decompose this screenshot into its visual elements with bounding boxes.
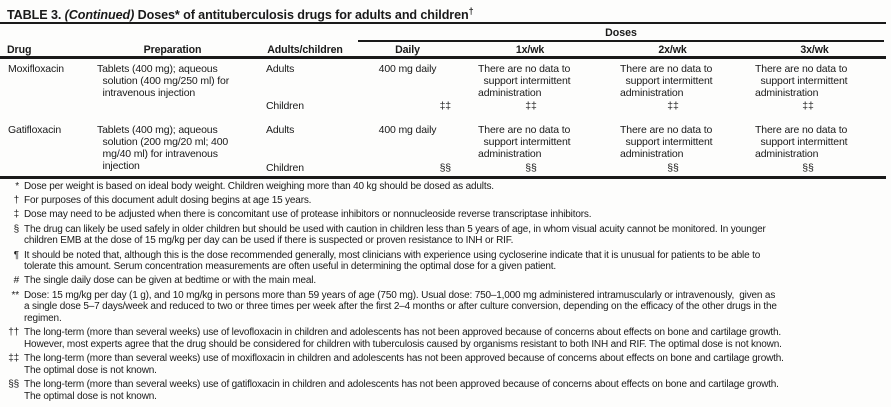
adults-label: Adults [266, 63, 295, 75]
table-title-continued: (Continued) [64, 8, 135, 23]
column-header-preparation: Preparation [143, 44, 202, 56]
footnote: †† The long-term (more than several weeks… [0, 327, 889, 350]
footnote-marker: * [15, 181, 19, 192]
footnote: † For purposes of this document adult dos… [0, 195, 889, 207]
footnote-text: The long-term (more than several weeks) … [24, 353, 784, 376]
footnote: § The drug can likely be used safely in o… [0, 224, 889, 247]
footnote-marker: ‡‡ [8, 353, 19, 365]
children-footnote-symbol-2x: §§ [667, 162, 679, 174]
footnote: * Dose per weight is based on ideal body … [0, 181, 889, 193]
footnotes-section: * Dose per weight is based on ideal body … [0, 181, 889, 405]
children-label: Children [266, 100, 304, 112]
footnote: ** Dose: 15 mg/kg per day (1 g), and 10 m… [0, 290, 889, 325]
children-footnote-symbol-3x: ‡‡ [802, 100, 814, 112]
doses-group-header: Doses [605, 27, 637, 39]
column-header-3x-wk: 3x/wk [800, 44, 829, 56]
no-data-note-2x: There are no data to support intermitten… [620, 63, 713, 99]
table-title-dagger: † [468, 6, 474, 16]
column-header-adults-children: Adults/children [267, 44, 343, 56]
footnote-text: The drug can likely be used safely in ol… [24, 223, 766, 247]
footnote-marker: § [13, 223, 20, 235]
footnote-text: The single daily dose can be given at be… [24, 275, 316, 287]
preparation-moxifloxacin: Tablets (400 mg); aqueous solution (400 … [97, 63, 230, 99]
children-footnote-symbol-1x: ‡‡ [525, 100, 537, 112]
footnote-marker: ¶ [13, 249, 19, 261]
footnotes-rule [0, 176, 886, 179]
no-data-note-3x: There are no data to support intermitten… [755, 63, 848, 99]
footnote: ‡ Dose may need to be adjusted when there… [0, 209, 889, 221]
footnote-text: Dose may need to be adjusted when there … [24, 209, 592, 221]
footnote-text: The long-term (more than several weeks) … [24, 327, 782, 350]
drug-name-moxifloxacin: Moxifloxacin [8, 63, 64, 75]
footnote-marker: ‡ [13, 209, 20, 221]
table-title-main: Doses* of antituberculosis drugs for adu… [134, 8, 469, 23]
drug-name-gatifloxacin: Gatifloxacin [8, 124, 62, 136]
column-header-daily: Daily [395, 44, 420, 56]
daily-dose-adults: 400 mg daily [378, 63, 437, 75]
no-data-note-3x: There are no data to support intermitten… [755, 124, 848, 160]
table-title: TABLE 3. (Continued) Doses* of antituber… [7, 6, 474, 22]
footnote: §§ The long-term (more than several weeks… [0, 379, 889, 402]
title-rule [0, 22, 886, 24]
children-label: Children [266, 162, 304, 174]
no-data-note-1x: There are no data to support intermitten… [478, 63, 571, 99]
children-footnote-symbol-1x: §§ [525, 162, 537, 174]
footnote-text: Dose: 15 mg/kg per day (1 g), and 10 mg/… [24, 289, 777, 325]
children-footnote-symbol-2x: ‡‡ [667, 100, 679, 112]
footnote-marker: §§ [8, 379, 19, 391]
children-footnote-symbol-3x: §§ [802, 162, 814, 174]
footnote-text: It should be noted that, although this i… [24, 249, 761, 273]
no-data-note-2x: There are no data to support intermitten… [620, 124, 713, 160]
footnote: # The single daily dose can be given at b… [0, 275, 889, 287]
footnote-marker: †† [8, 327, 19, 339]
header-rule [0, 56, 886, 59]
footnote-marker: ** [11, 289, 20, 301]
doses-group-rule [358, 40, 884, 42]
footnote-text: Dose per weight is based on ideal body w… [24, 181, 494, 192]
children-footnote-symbol-daily: §§ [439, 162, 452, 174]
column-header-2x-wk: 2x/wk [658, 44, 687, 56]
column-header-drug: Drug [7, 44, 32, 56]
footnote-text: The long-term (more than several weeks) … [24, 379, 779, 402]
adults-label: Adults [266, 124, 295, 136]
footnote-marker: # [13, 275, 20, 287]
footnote: ‡‡ The long-term (more than several weeks… [0, 353, 889, 376]
daily-dose-adults: 400 mg daily [378, 124, 437, 136]
no-data-note-1x: There are no data to support intermitten… [478, 124, 571, 160]
footnote-text: For purposes of this document adult dosi… [24, 195, 312, 207]
footnote-marker: † [13, 195, 20, 207]
column-header-1x-wk: 1x/wk [515, 44, 545, 56]
children-footnote-symbol-daily: ‡‡ [439, 100, 452, 112]
table-title-prefix: TABLE 3. [7, 8, 65, 23]
footnote: ¶ It should be noted that, although this … [0, 250, 889, 273]
preparation-gatifloxacin: Tablets (400 mg); aqueous solution (200 … [97, 124, 229, 172]
